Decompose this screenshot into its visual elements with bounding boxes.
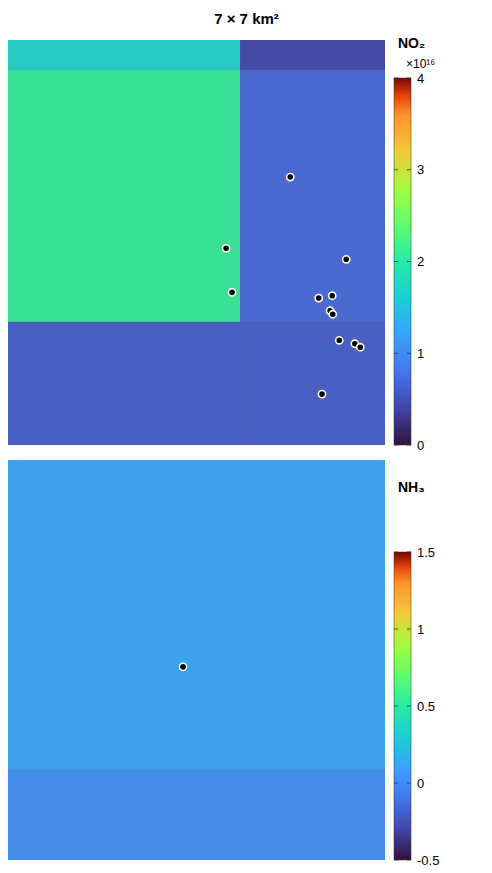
colorbar-tick-label: 1 (417, 622, 424, 637)
colorbar-tick (394, 78, 398, 79)
heat-cell (8, 70, 240, 322)
colorbar-tick (394, 706, 398, 707)
colorbar-tick-label: 0 (417, 776, 424, 791)
colorbar-tick (394, 860, 398, 861)
colorbar-tick (394, 353, 398, 354)
site-marker (329, 292, 336, 299)
colorbar-tick-label: 3 (417, 162, 424, 177)
site-marker (329, 311, 336, 318)
heat-cell (8, 322, 240, 445)
site-marker (179, 663, 186, 670)
colorbar-tick (394, 445, 398, 446)
colorbar-tick-label: 2 (417, 254, 424, 269)
colorbar-tick (407, 169, 411, 170)
site-marker (357, 344, 364, 351)
heat-cell (240, 322, 385, 445)
figure: 7 × 7 km² NO₂ ×10¹⁶ 0 1 2 3 4 NH₃ -0.5 0 0.5 1 1.5 (0, 0, 492, 873)
colorbar-tick (407, 552, 411, 553)
colorbar (394, 552, 411, 860)
colorbar (394, 78, 411, 445)
colorbar-tick (407, 783, 411, 784)
title: 7 × 7 km² (214, 10, 279, 27)
background-image (8, 40, 385, 445)
background-image (8, 460, 385, 860)
site-marker (223, 245, 230, 252)
heat-cell (8, 770, 385, 860)
site-marker (287, 174, 294, 181)
colorbar-tick (407, 629, 411, 630)
plot-area (8, 460, 385, 860)
site-marker (336, 337, 343, 344)
colorbar-tick-label: -0.5 (417, 853, 439, 868)
colorbar-tick (407, 860, 411, 861)
colorbar-tick (407, 353, 411, 354)
site-marker (315, 294, 322, 301)
colorbar-tick (394, 783, 398, 784)
colorbar-tick (394, 629, 398, 630)
colorbar-tick-label: 0 (417, 438, 424, 453)
heat-cell (240, 70, 385, 322)
site-marker (318, 390, 325, 397)
colorbar-label: NH₃ (398, 479, 425, 495)
colorbar-tick (407, 706, 411, 707)
colorbar-tick (407, 78, 411, 79)
heat-cell (8, 460, 385, 770)
heat-cell (240, 40, 385, 70)
colorbar-tick (407, 445, 411, 446)
colorbar-label: NO₂ (398, 35, 425, 51)
colorbar-tick (394, 169, 398, 170)
plot-area (8, 40, 385, 445)
colorbar-tick-label: 1.5 (417, 545, 435, 560)
colorbar-tick (407, 261, 411, 262)
site-marker (343, 256, 350, 263)
colorbar-tick-label: 0.5 (417, 699, 435, 714)
colorbar-tick-label: 4 (417, 71, 424, 86)
heat-cell (8, 40, 240, 70)
colorbar-tick (394, 261, 398, 262)
colorbar-tick (394, 552, 398, 553)
colorbar-tick-label: 1 (417, 346, 424, 361)
site-marker (228, 289, 235, 296)
colorbar-multiplier: ×10¹⁶ (406, 57, 435, 71)
